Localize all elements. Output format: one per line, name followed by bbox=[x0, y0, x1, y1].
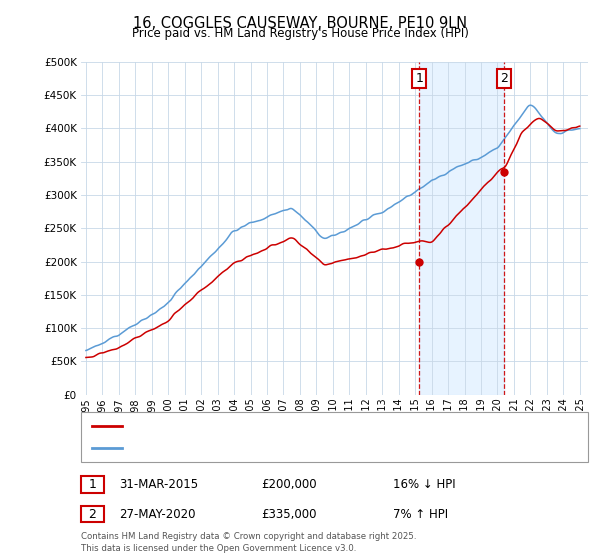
Text: 1: 1 bbox=[415, 72, 423, 85]
Text: £335,000: £335,000 bbox=[261, 507, 317, 521]
Bar bbox=[419, 62, 505, 395]
Text: 1: 1 bbox=[88, 478, 97, 491]
Text: 7% ↑ HPI: 7% ↑ HPI bbox=[393, 507, 448, 521]
Text: £200,000: £200,000 bbox=[261, 478, 317, 491]
Text: Price paid vs. HM Land Registry's House Price Index (HPI): Price paid vs. HM Land Registry's House … bbox=[131, 27, 469, 40]
Text: 2: 2 bbox=[88, 507, 97, 521]
Text: Contains HM Land Registry data © Crown copyright and database right 2025.
This d: Contains HM Land Registry data © Crown c… bbox=[81, 533, 416, 553]
Text: 16% ↓ HPI: 16% ↓ HPI bbox=[393, 478, 455, 491]
Text: 16, COGGLES CAUSEWAY, BOURNE, PE10 9LN (detached house): 16, COGGLES CAUSEWAY, BOURNE, PE10 9LN (… bbox=[126, 421, 459, 431]
Text: 31-MAR-2015: 31-MAR-2015 bbox=[119, 478, 198, 491]
Text: HPI: Average price, detached house, South Kesteven: HPI: Average price, detached house, Sout… bbox=[126, 443, 400, 453]
Text: 2: 2 bbox=[500, 72, 508, 85]
Text: 27-MAY-2020: 27-MAY-2020 bbox=[119, 507, 196, 521]
Text: 16, COGGLES CAUSEWAY, BOURNE, PE10 9LN: 16, COGGLES CAUSEWAY, BOURNE, PE10 9LN bbox=[133, 16, 467, 31]
